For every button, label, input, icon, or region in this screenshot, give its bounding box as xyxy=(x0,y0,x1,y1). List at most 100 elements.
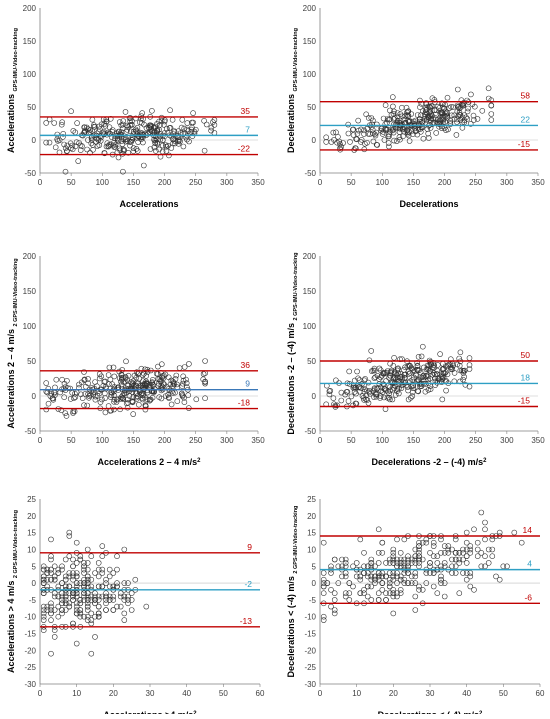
data-point xyxy=(339,573,345,580)
data-point xyxy=(95,573,102,580)
data-point xyxy=(466,383,473,390)
data-point xyxy=(67,396,74,402)
data-point xyxy=(378,387,385,394)
data-point xyxy=(52,144,59,151)
data-point xyxy=(121,610,128,617)
data-point xyxy=(385,388,391,395)
data-point xyxy=(427,549,433,556)
data-point xyxy=(331,597,338,603)
data-point xyxy=(73,539,80,546)
data-point xyxy=(390,374,397,381)
data-point xyxy=(405,570,411,576)
data-point xyxy=(46,139,53,146)
data-point xyxy=(331,590,338,597)
data-point xyxy=(456,560,463,566)
data-point xyxy=(404,109,410,116)
data-point xyxy=(88,597,95,603)
data-point xyxy=(451,112,458,119)
data-point xyxy=(418,124,425,130)
y-axis-title: Accelerations 2 – 4 m/s 2 GPS-IMU-Video-… xyxy=(6,258,19,428)
y-tick-label: -30 xyxy=(24,680,36,689)
data-point xyxy=(418,121,424,128)
data-point xyxy=(75,158,81,164)
data-point xyxy=(401,570,408,576)
data-point xyxy=(92,590,98,597)
x-tick-label: 60 xyxy=(256,689,265,698)
data-point xyxy=(121,593,128,600)
data-point xyxy=(165,374,172,381)
y-tick-label: 15 xyxy=(307,529,316,538)
data-point xyxy=(85,137,91,143)
data-point xyxy=(391,116,397,122)
data-point xyxy=(127,385,134,392)
data-point xyxy=(364,593,371,600)
data-point xyxy=(411,374,417,381)
data-point xyxy=(77,553,84,560)
data-point xyxy=(179,117,186,123)
data-point xyxy=(62,607,69,613)
data-point xyxy=(106,593,113,600)
data-point xyxy=(397,590,404,597)
data-point xyxy=(55,570,62,576)
data-point xyxy=(160,380,166,387)
data-point xyxy=(202,358,208,364)
data-point xyxy=(61,380,68,387)
data-point xyxy=(441,563,448,570)
data-point xyxy=(401,560,408,566)
data-point xyxy=(48,600,54,607)
scatter-points xyxy=(43,358,208,419)
data-point xyxy=(361,590,367,597)
data-point xyxy=(328,570,334,576)
data-point xyxy=(453,132,460,138)
data-point xyxy=(335,563,342,570)
data-point xyxy=(84,566,91,573)
data-point xyxy=(428,103,435,109)
mean-bias-label: -2 xyxy=(244,579,252,589)
data-point xyxy=(414,366,421,373)
data-point xyxy=(435,103,441,110)
data-point xyxy=(58,407,65,414)
data-point xyxy=(331,610,338,617)
data-point xyxy=(390,362,397,369)
data-point xyxy=(423,109,429,116)
data-point xyxy=(467,549,474,556)
data-point xyxy=(482,553,488,560)
data-point xyxy=(419,343,426,350)
data-point xyxy=(416,539,422,546)
data-point xyxy=(337,145,343,151)
data-point xyxy=(188,129,195,135)
data-point xyxy=(382,406,389,412)
data-point xyxy=(445,126,451,133)
data-point xyxy=(43,380,50,386)
scatter-points xyxy=(323,343,473,412)
data-point xyxy=(405,396,412,403)
data-point xyxy=(106,142,112,148)
data-point xyxy=(460,368,467,374)
data-point xyxy=(160,142,166,149)
data-point xyxy=(118,378,124,385)
data-point xyxy=(62,576,69,583)
y-tick-label: 0 xyxy=(312,392,317,401)
data-point xyxy=(102,409,109,416)
data-point xyxy=(405,108,412,114)
data-point xyxy=(84,573,91,580)
data-point xyxy=(155,383,161,389)
data-point xyxy=(99,570,106,576)
data-point xyxy=(456,549,463,556)
x-tick-label: 50 xyxy=(67,178,76,187)
data-point xyxy=(79,395,86,402)
x-tick-label: 10 xyxy=(72,689,81,698)
data-point xyxy=(66,590,73,597)
x-tick-label: 50 xyxy=(67,436,76,445)
data-point xyxy=(412,570,419,576)
data-point xyxy=(142,406,149,413)
data-point xyxy=(386,570,393,576)
data-point xyxy=(122,109,129,115)
data-point xyxy=(95,583,102,590)
data-point xyxy=(361,549,367,556)
data-point xyxy=(170,379,177,386)
data-point xyxy=(40,610,47,617)
data-point xyxy=(363,111,370,118)
data-point xyxy=(346,597,353,603)
